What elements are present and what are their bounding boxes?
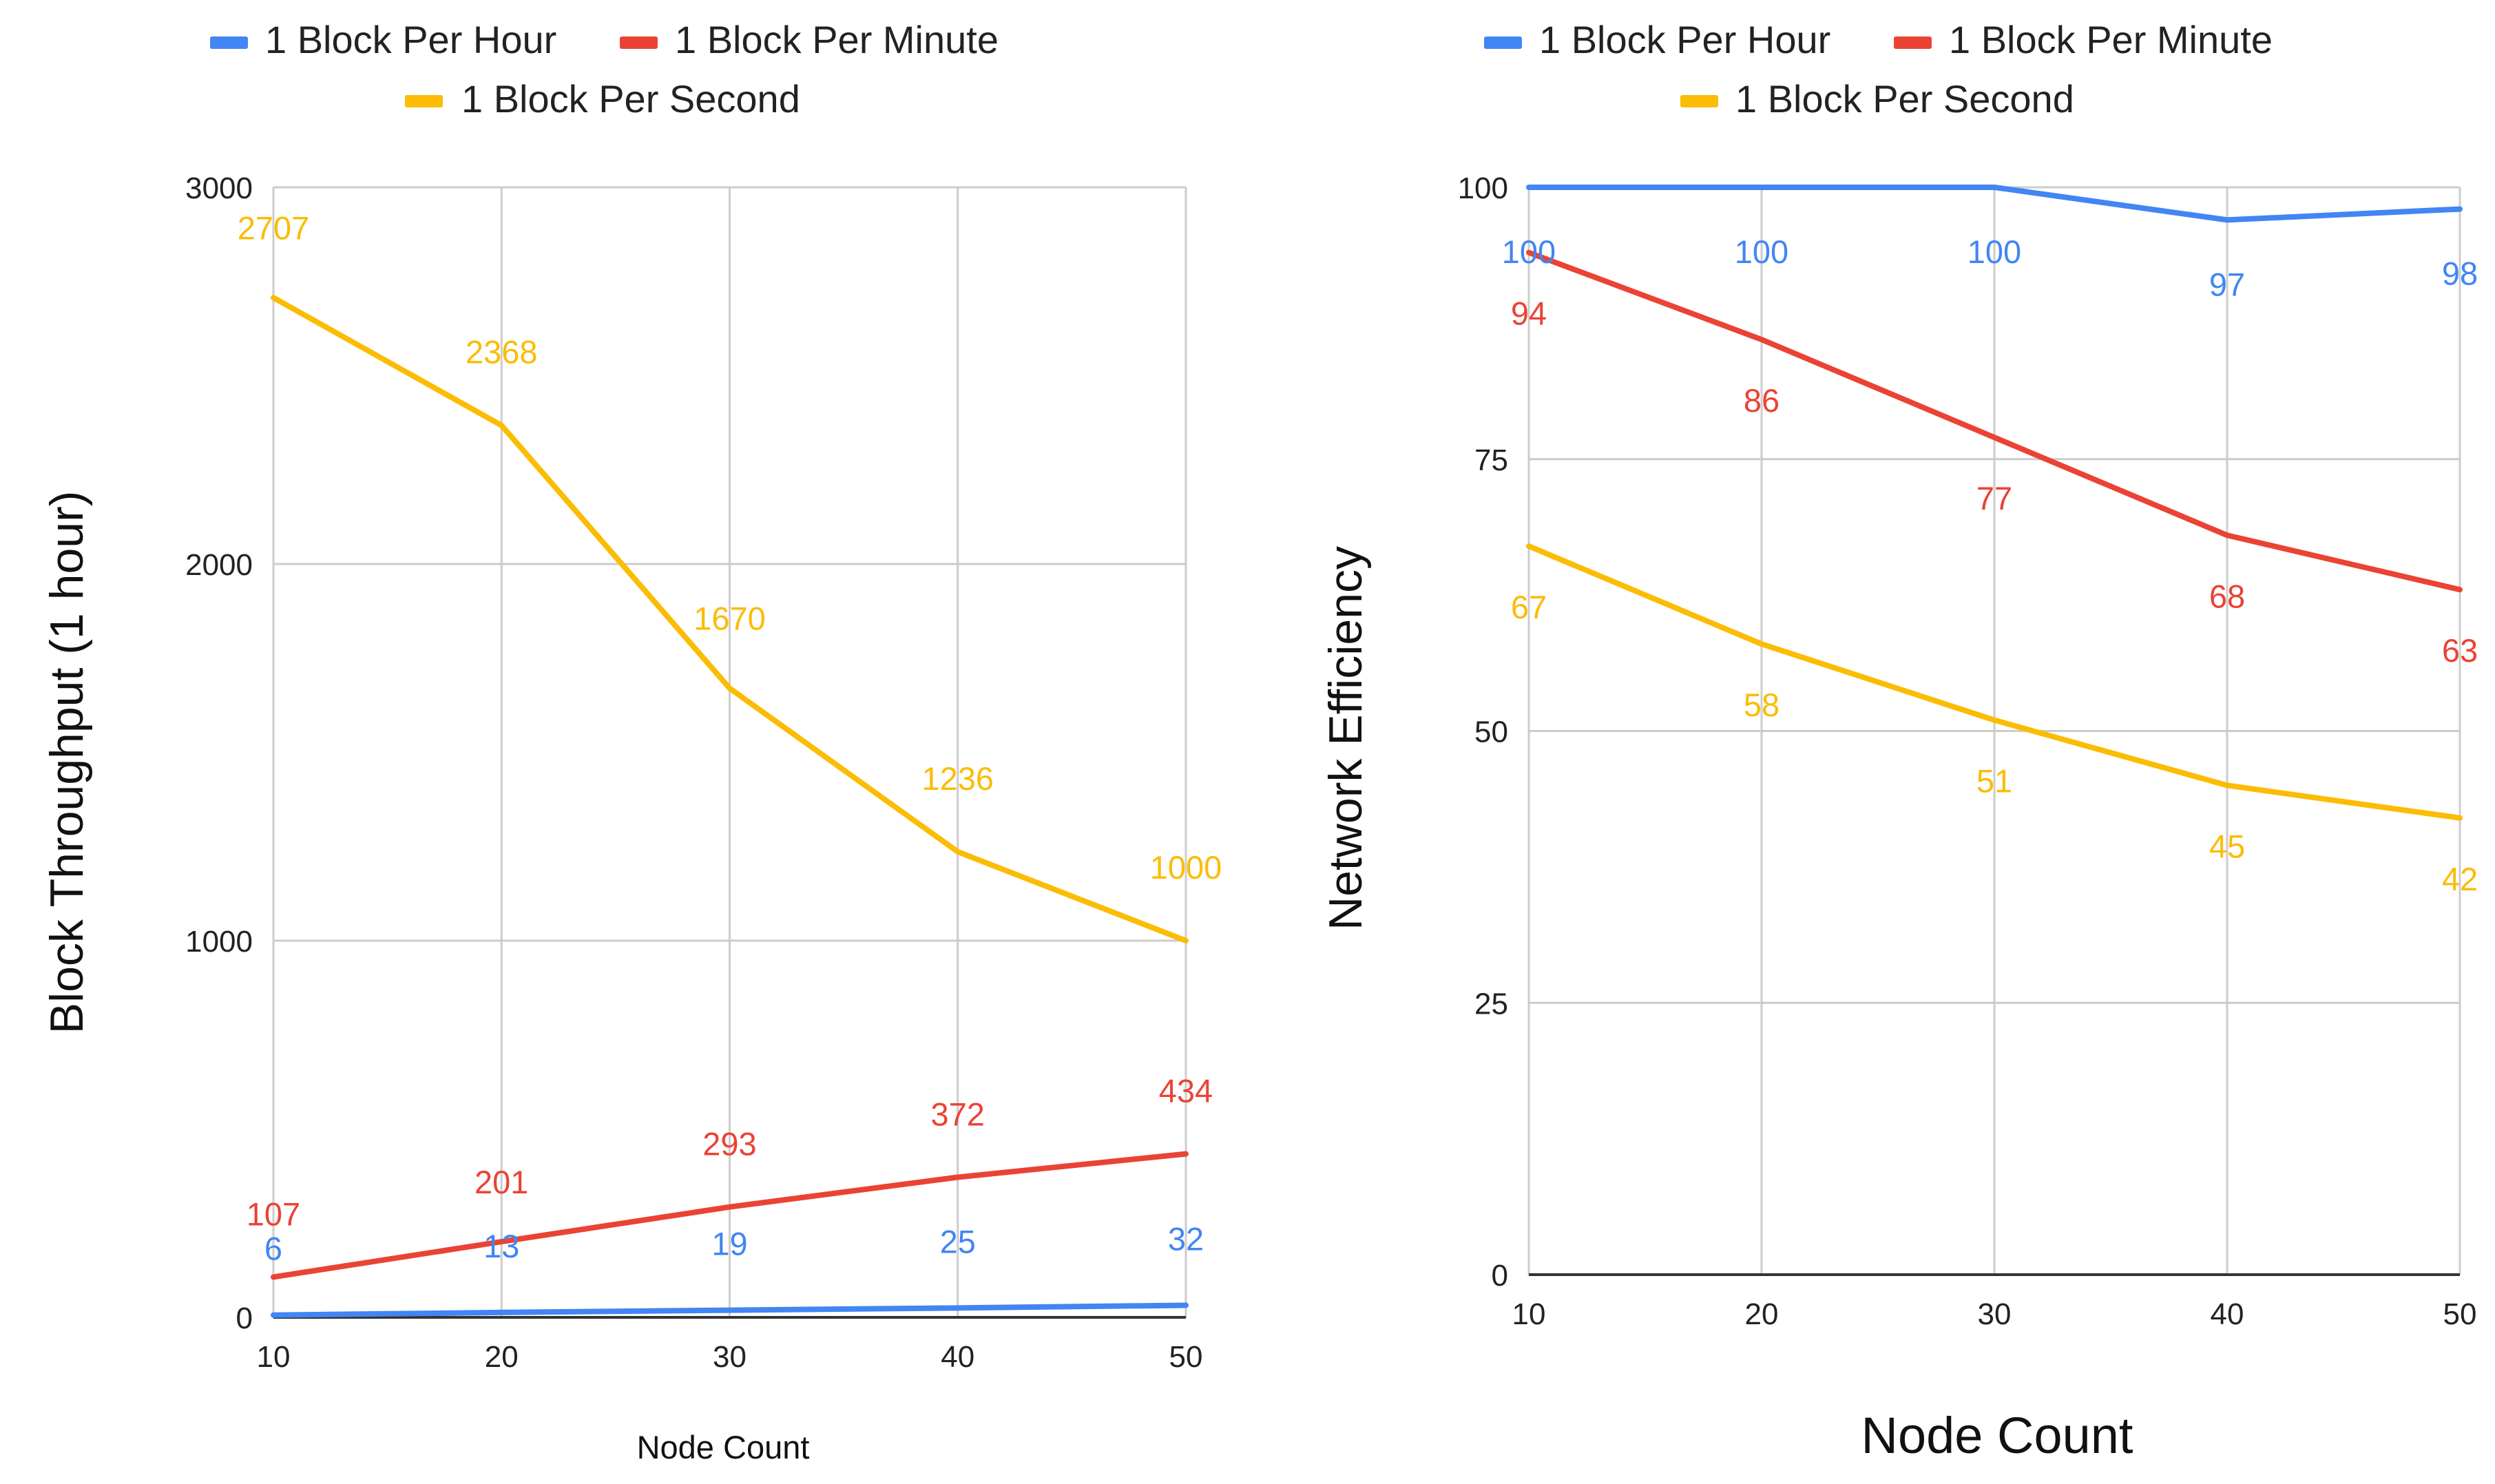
data-label: 19 — [711, 1226, 747, 1262]
throughput-y-axis-title: Block Throughput (1 hour) — [41, 491, 93, 1034]
throughput-axis-ticks: 10 20 30 40 50 0 1000 2000 3000 — [185, 171, 1202, 1374]
x-tick-label: 20 — [485, 1340, 519, 1374]
y-tick-label: 50 — [1474, 715, 1508, 749]
series-line-1-block-per-minute[interactable] — [1526, 249, 2463, 593]
data-label: 63 — [2442, 632, 2478, 669]
efficiency-series-lines — [1526, 185, 2463, 821]
legend-label-second: 1 Block Per Second — [461, 77, 800, 121]
y-tick-label: 0 — [1492, 1259, 1508, 1293]
data-label: 6 — [264, 1231, 282, 1267]
data-label: 68 — [2209, 578, 2245, 614]
y-tick-label: 1000 — [185, 925, 253, 959]
data-label: 97 — [2209, 266, 2245, 302]
throughput-chart: 1 Block Per Hour 1 Block Per Minute 1 Bl… — [41, 18, 1222, 1465]
x-tick-label: 30 — [713, 1340, 747, 1374]
y-tick-label: 2000 — [185, 548, 253, 582]
throughput-legend-second[interactable]: 1 Block Per Second — [405, 77, 800, 121]
data-label: 86 — [1744, 382, 1779, 419]
y-tick-label: 100 — [1458, 171, 1508, 205]
data-label: 13 — [483, 1228, 519, 1264]
efficiency-legend-hour[interactable]: 1 Block Per Hour — [1484, 18, 1830, 61]
data-label: 77 — [1976, 480, 2012, 516]
data-label: 201 — [474, 1164, 528, 1200]
data-label: 42 — [2442, 861, 2478, 897]
data-label: 1236 — [921, 760, 994, 797]
legend-swatch-second — [405, 95, 443, 107]
legend-label-minute: 1 Block Per Minute — [1949, 18, 2273, 61]
efficiency-y-axis-title: Network Efficiency — [1319, 546, 1372, 930]
efficiency-chart: 1 Block Per Hour 1 Block Per Minute 1 Bl… — [1319, 18, 2478, 1464]
x-tick-label: 10 — [1512, 1297, 1546, 1331]
y-tick-label: 0 — [236, 1302, 253, 1335]
x-tick-label: 40 — [2211, 1297, 2244, 1331]
data-label: 2368 — [466, 334, 538, 370]
data-label: 100 — [1967, 233, 2021, 270]
data-label: 98 — [2442, 255, 2478, 292]
throughput-x-axis-title: Node Count — [637, 1429, 810, 1465]
throughput-data-labels: 6 13 19 25 32 107 201 293 372 434 2707 2368 1670 1236… — [238, 209, 1222, 1266]
efficiency-grid — [1527, 186, 2461, 1276]
legend-swatch-hour — [1484, 36, 1522, 49]
legend-swatch-hour — [210, 36, 248, 49]
data-label: 25 — [940, 1223, 976, 1260]
y-tick-label: 75 — [1474, 443, 1508, 477]
legend-swatch-minute — [620, 36, 658, 49]
efficiency-legend-minute[interactable]: 1 Block Per Minute — [1894, 18, 2273, 61]
data-label: 293 — [702, 1126, 756, 1162]
data-label: 434 — [1159, 1073, 1213, 1109]
efficiency-data-labels: 100 100 100 97 98 94 86 77 68 63 67 58 51 45 42 — [1502, 233, 2478, 897]
series-line-1-block-per-hour[interactable] — [1526, 185, 2463, 223]
series-line-1-block-per-hour[interactable] — [271, 1302, 1189, 1318]
x-tick-label: 20 — [1745, 1297, 1779, 1331]
x-tick-label: 30 — [1978, 1297, 2012, 1331]
throughput-legend-hour[interactable]: 1 Block Per Hour — [210, 18, 556, 61]
data-label: 1670 — [693, 600, 766, 637]
series-line-1-block-per-second[interactable] — [1526, 543, 2463, 821]
data-label: 2707 — [238, 209, 310, 246]
efficiency-legend-second[interactable]: 1 Block Per Second — [1680, 77, 2074, 121]
series-line-1-block-per-second[interactable] — [271, 295, 1189, 943]
y-tick-label: 3000 — [185, 171, 253, 205]
x-tick-label: 10 — [257, 1340, 291, 1374]
data-label: 94 — [1511, 295, 1547, 332]
throughput-grid — [272, 186, 1187, 1319]
legend-label-hour: 1 Block Per Hour — [265, 18, 556, 61]
series-line-1-block-per-minute[interactable] — [271, 1151, 1189, 1280]
efficiency-axis-ticks: 10 20 30 40 50 0 25 50 75 100 — [1458, 171, 2477, 1331]
efficiency-x-axis-title: Node Count — [1861, 1407, 2133, 1464]
x-tick-label: 40 — [941, 1340, 974, 1374]
x-tick-label: 50 — [2443, 1297, 2477, 1331]
throughput-legend: 1 Block Per Hour 1 Block Per Minute 1 Bl… — [210, 18, 999, 121]
data-label: 100 — [1502, 233, 1556, 270]
legend-swatch-second — [1680, 95, 1718, 107]
efficiency-legend: 1 Block Per Hour 1 Block Per Minute 1 Bl… — [1484, 18, 2273, 121]
throughput-series-lines — [271, 295, 1189, 1318]
legend-label-hour: 1 Block Per Hour — [1539, 18, 1830, 61]
legend-label-minute: 1 Block Per Minute — [675, 18, 999, 61]
data-label: 1000 — [1150, 849, 1222, 886]
throughput-legend-minute[interactable]: 1 Block Per Minute — [620, 18, 999, 61]
data-label: 107 — [247, 1195, 300, 1232]
data-label: 45 — [2209, 828, 2245, 864]
data-label: 32 — [1168, 1220, 1204, 1257]
x-tick-label: 50 — [1169, 1340, 1203, 1374]
data-label: 58 — [1744, 687, 1779, 723]
legend-swatch-minute — [1894, 36, 1932, 49]
data-label: 100 — [1735, 233, 1788, 270]
legend-label-second: 1 Block Per Second — [1735, 77, 2074, 121]
data-label: 372 — [931, 1096, 985, 1133]
y-tick-label: 25 — [1474, 987, 1508, 1021]
data-label: 67 — [1511, 589, 1547, 625]
data-label: 51 — [1976, 763, 2012, 800]
